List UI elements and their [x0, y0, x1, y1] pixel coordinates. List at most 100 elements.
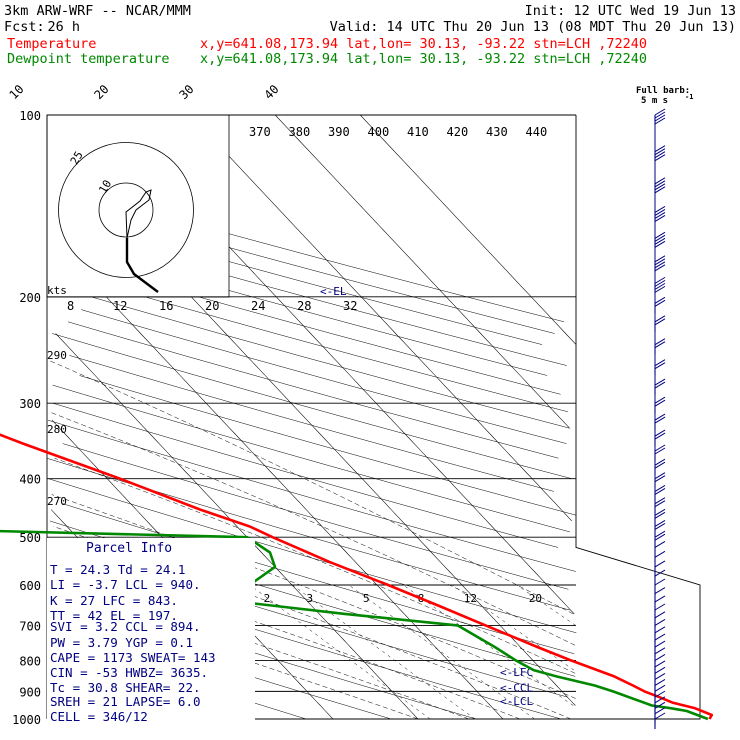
wind-barb-flag [654, 626, 666, 634]
wind-barb-flag [654, 472, 666, 480]
speed-label: 8 [67, 299, 74, 313]
wind-barb-flag [654, 378, 666, 386]
wind-barb [654, 458, 666, 476]
hodograph-ring [98, 182, 154, 238]
wind-barb-flag [654, 640, 666, 648]
wind-barb-flag [654, 633, 666, 641]
hodograph-ring-label: 25 [68, 149, 86, 167]
barb-key-value: 5 m s [641, 96, 668, 106]
parcel-info-row: Tc = 30.8 SHEAR= 22. [50, 680, 201, 695]
pressure-tick-label: 1000 [12, 713, 41, 727]
wind-barb-flag [654, 560, 666, 568]
wind-barb-flag [654, 231, 666, 239]
speed-label: 20 [205, 299, 219, 313]
wind-barb [654, 712, 666, 729]
wind-barb-flag [654, 432, 666, 440]
wind-barb-flag [654, 114, 666, 122]
pressure-tick-label: 600 [19, 579, 41, 593]
wind-barb [654, 338, 666, 355]
wind-barb [654, 541, 666, 558]
wind-barb-flag [654, 679, 666, 686]
isotherm-label: 20 [91, 82, 111, 102]
wind-barb-flag [654, 117, 666, 125]
pressure-tick-label: 700 [19, 619, 41, 633]
parcel-info-row: K = 27 LFC = 843. [50, 593, 178, 608]
isotherm-label: 40 [261, 82, 281, 102]
wind-barb-flag [654, 523, 666, 530]
wind-barb-flag [654, 416, 666, 424]
dewpoint-line [0, 529, 709, 721]
parcel-info-row: TT = 42 EL = 197. [50, 608, 178, 623]
wind-barb [654, 550, 666, 568]
pressure-tick-label: 800 [19, 654, 41, 668]
wind-barb-flag [654, 458, 666, 466]
dry-adiabat-line [81, 309, 567, 444]
theta-label: 290 [47, 349, 67, 362]
parcel-level-marker: <-LCL [500, 695, 533, 708]
dry-adiabat-line [67, 321, 559, 459]
header: 3km ARW-WRF -- NCAR/MMM Init: 12 UTC Wed… [4, 3, 736, 67]
isotherm-line [55, 333, 419, 720]
theta-e-label: 410 [407, 125, 429, 139]
pressure-tick-label: 300 [19, 397, 41, 411]
wind-barb-flag [654, 611, 666, 619]
wind-barb-flag [654, 299, 666, 307]
moist-adiabat-line [49, 411, 576, 646]
parcel-info-row: CELL = 346/12 [50, 709, 148, 724]
parcel-info-row: PW = 3.79 YGP = 0.1 [50, 635, 193, 650]
wind-barb-flag [654, 707, 666, 715]
wind-barb-flag [654, 234, 666, 242]
wind-barb-flag [654, 341, 666, 349]
dry-adiabat-line [79, 375, 577, 516]
wind-barb-flag [654, 530, 666, 538]
wind-barb-flag [654, 444, 666, 452]
legend-dewpoint-info: x,y=641.08,173.94 lat,lon= 30.13, -93.22… [200, 51, 647, 67]
wind-barb [654, 231, 666, 249]
wind-barb [654, 603, 666, 621]
wind-barb-flag [654, 206, 666, 213]
wind-barb-flag [654, 550, 666, 558]
dry-adiabat-line [52, 333, 572, 479]
parcel-info-row: LI = -3.7 LCL = 940. [50, 577, 201, 592]
wind-barb-flag [654, 148, 666, 156]
dry-adiabat-line [47, 419, 576, 572]
isotherm-line [189, 114, 572, 522]
wind-barb-flag [654, 712, 666, 720]
temperature-line [0, 433, 714, 720]
wind-barb-flag [654, 578, 666, 586]
wind-barb [654, 378, 666, 396]
wind-barb-flag [654, 240, 666, 248]
wind-barb-flag [654, 508, 666, 516]
theta-e-label: 370 [249, 125, 271, 139]
wind-barb-flag [654, 595, 666, 603]
parcel-level-marker: <-EL [320, 285, 347, 298]
dry-adiabat-line [52, 402, 559, 548]
model-title: 3km ARW-WRF -- NCAR/MMM [4, 3, 191, 19]
wind-barb-flag [654, 264, 666, 272]
barb-key: Full barb: 5 m s -1 [636, 86, 693, 106]
isotherm-line [64, 162, 576, 706]
dry-adiabat-line [69, 355, 554, 492]
parcel-info-row: CIN = -53 HWBZ= 3635. [50, 665, 208, 680]
dry-adiabat-line [48, 268, 568, 413]
mixing-ratio-line [403, 584, 574, 706]
wind-barb-flag [654, 338, 666, 346]
parcel-info-row: T = 24.3 Td = 24.1 [50, 562, 185, 577]
wind-barb [654, 145, 666, 162]
wind-barb [654, 444, 666, 462]
speed-label: 32 [343, 299, 357, 313]
theta-label: 270 [47, 495, 67, 508]
wind-barb [654, 359, 666, 376]
wind-barb [654, 497, 666, 514]
legend-temperature-info: x,y=641.08,173.94 lat,lon= 30.13, -93.22… [200, 36, 647, 52]
profiles [0, 433, 714, 721]
wind-barb [654, 679, 666, 696]
wind-barb-flag [654, 177, 666, 185]
speed-label: 16 [159, 299, 173, 313]
wind-barb-flag [654, 396, 666, 404]
hodograph-unit-label: kts [47, 284, 67, 297]
theta-e-label: 390 [328, 125, 350, 139]
barb-key-exponent: -1 [685, 93, 693, 101]
legend-temperature-label: Temperature [7, 36, 96, 52]
